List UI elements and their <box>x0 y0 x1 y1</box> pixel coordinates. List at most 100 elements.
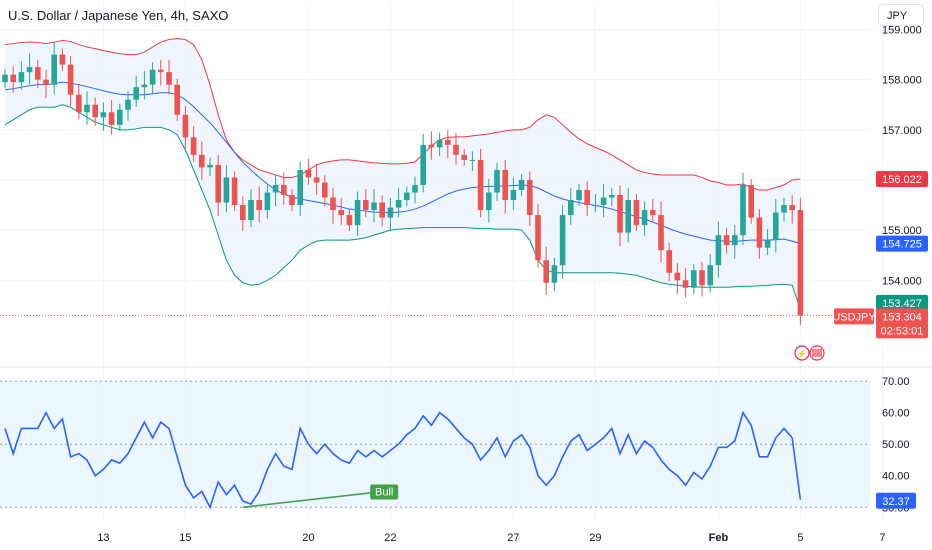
candle-body <box>592 205 599 207</box>
basis-tag-bg <box>876 235 928 252</box>
countdown-tag-bg <box>876 322 928 339</box>
candle <box>707 254 713 293</box>
candle <box>748 178 754 224</box>
candle <box>158 59 164 86</box>
candle-body <box>330 197 336 211</box>
candle <box>117 103 123 131</box>
candle-body <box>666 250 672 273</box>
candle <box>502 160 508 214</box>
time-tick-label: Feb <box>709 532 729 544</box>
candle-body <box>625 200 631 233</box>
candle <box>617 185 623 247</box>
candle <box>330 187 336 224</box>
candle <box>494 162 500 202</box>
candle <box>240 196 246 232</box>
candle-body <box>641 210 648 226</box>
candle-body <box>76 94 82 113</box>
candle <box>510 177 517 210</box>
candle-body <box>297 169 303 206</box>
candle-body <box>371 202 377 211</box>
rsi-pane: Bull <box>0 380 870 510</box>
candle <box>100 102 107 131</box>
candle-body <box>338 210 344 216</box>
candle-body <box>576 190 582 201</box>
candle-body <box>35 67 41 80</box>
candle <box>35 59 41 89</box>
last-price-tag: 153.304 <box>876 308 928 325</box>
candle-body <box>740 184 746 236</box>
candle <box>92 97 98 126</box>
candle-body <box>404 192 410 201</box>
candle <box>732 225 738 259</box>
rsi-tick-label: 60.00 <box>882 408 910 420</box>
candle-body <box>158 69 164 73</box>
candle-body <box>477 159 484 211</box>
candle-body <box>141 84 148 88</box>
time-tick-label: 13 <box>97 532 109 544</box>
candle <box>600 183 607 218</box>
symbol-tag-bg <box>834 308 874 325</box>
candle <box>535 204 541 268</box>
candle <box>592 194 599 213</box>
currency-button[interactable]: JPY <box>878 4 924 26</box>
candle <box>199 141 205 180</box>
candle-body <box>289 195 295 206</box>
candle-body <box>43 79 49 85</box>
candle <box>756 209 763 259</box>
candle-body <box>609 195 615 198</box>
candle-body <box>584 190 590 206</box>
candle <box>272 175 279 207</box>
candle <box>231 171 238 212</box>
candle <box>256 186 262 223</box>
candle-body <box>256 200 262 211</box>
price-tags: 156.022 154.725 153.427 USDJPY 153.304 02:53:… <box>794 170 928 509</box>
candle-body <box>436 139 443 148</box>
candle <box>207 157 213 176</box>
rsi-line <box>4 410 802 510</box>
candle-body <box>535 215 541 261</box>
candlesticks <box>2 42 804 326</box>
candle-body <box>207 164 213 168</box>
candle-body <box>354 200 361 226</box>
candle-body <box>117 109 123 125</box>
upper-band-tag-bg <box>876 170 928 187</box>
bull-label-text: Bull <box>375 487 393 499</box>
candle-body <box>486 192 492 211</box>
candle <box>461 148 467 166</box>
candle <box>387 197 394 232</box>
candle <box>395 187 402 218</box>
candle <box>740 172 746 245</box>
candle-body <box>469 159 476 161</box>
candle <box>789 195 795 224</box>
rsi-tick-label: 70.00 <box>882 376 910 388</box>
candle-body <box>568 200 574 216</box>
candle <box>190 126 197 163</box>
candle-body <box>494 169 500 193</box>
candle <box>108 99 115 135</box>
candle <box>797 197 804 326</box>
candle <box>149 62 156 94</box>
candle <box>420 133 426 193</box>
candle-body <box>26 67 33 73</box>
candle-body <box>691 270 697 288</box>
candle-body <box>379 202 385 218</box>
candle-body <box>190 137 197 155</box>
candle-body <box>773 212 779 241</box>
bull-label: Bull <box>370 484 399 500</box>
candle-body <box>108 112 115 125</box>
basis-tag: 154.725 <box>876 235 928 252</box>
lower-band-tag-bg <box>876 294 928 311</box>
rsi-tick-label: 50.00 <box>882 439 910 451</box>
candle <box>141 71 148 100</box>
candle <box>51 42 57 95</box>
candle-body <box>715 235 722 266</box>
candle-body <box>51 54 57 85</box>
last-price-tag-bg <box>876 308 928 325</box>
time-tick-label: 27 <box>507 532 519 544</box>
candle <box>723 227 730 254</box>
candle <box>527 171 533 227</box>
candle-body <box>264 192 271 211</box>
candle <box>436 132 443 156</box>
candle <box>313 163 320 195</box>
